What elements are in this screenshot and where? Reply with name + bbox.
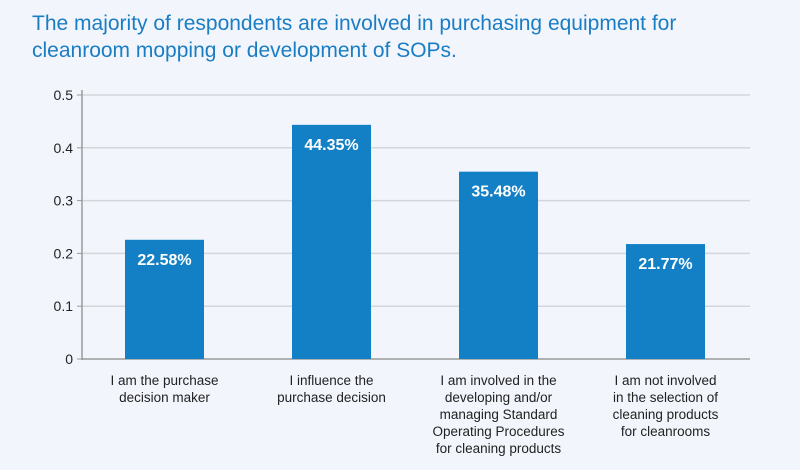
x-tick-label: I am the purchase decision maker — [110, 373, 219, 405]
y-tick-label: 0.5 — [54, 87, 74, 103]
bar — [626, 244, 705, 359]
data-label: 21.77% — [638, 256, 692, 273]
y-tick-label: 0.3 — [54, 193, 74, 209]
y-tick-label: 0.4 — [54, 140, 74, 156]
bar — [125, 239, 204, 359]
y-tick-label: 0.1 — [54, 298, 74, 314]
x-tick-label: I am involved in the developing and/or m… — [432, 373, 565, 456]
bar — [292, 124, 371, 359]
x-tick-label: I am not involved in the selection of cl… — [612, 373, 719, 439]
y-tick-label: 0 — [65, 351, 73, 367]
data-label: 44.35% — [304, 137, 358, 154]
chart-title: The majority of respondents are involved… — [32, 12, 677, 62]
x-tick-label: I influence the purchase decision — [277, 373, 386, 405]
y-tick-label: 0.2 — [54, 245, 74, 261]
bar — [459, 171, 538, 359]
data-label: 22.58% — [137, 252, 191, 269]
data-label: 35.48% — [471, 184, 525, 201]
